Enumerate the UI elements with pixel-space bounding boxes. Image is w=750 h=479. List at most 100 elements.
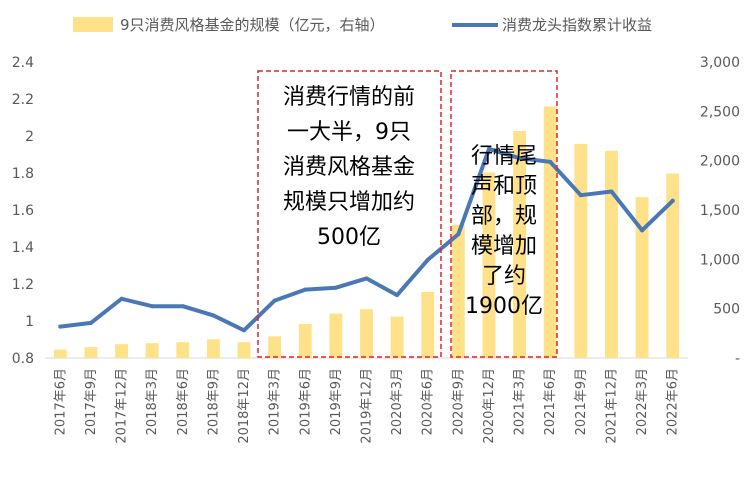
legend-bar-swatch: [73, 17, 113, 32]
x-axis-tick-label: 2021年12月: [604, 368, 619, 444]
bar: [360, 309, 373, 358]
line-point: [609, 189, 614, 194]
line-series: [58, 146, 675, 333]
x-axis-tick-label: 2021年6月: [543, 368, 558, 435]
bar: [115, 344, 128, 358]
x-axis-tick-label: 2020年6月: [421, 368, 436, 435]
annotation-text: 规模只增加约: [283, 190, 415, 215]
x-axis-tick-label: 2019年12月: [360, 368, 375, 444]
bar: [574, 143, 588, 358]
annotation-box: [257, 70, 442, 358]
left-axis-tick-label: 2: [25, 129, 34, 145]
left-axis-tick-label: 1.6: [12, 203, 34, 219]
line-point: [272, 298, 277, 303]
bar: [543, 106, 557, 359]
annotation-text: 部，规: [471, 204, 537, 229]
line-point: [242, 328, 247, 333]
annotation-text: 了约: [482, 264, 526, 289]
right-axis-tick-label: 500: [713, 302, 740, 318]
right-axis: - 500 1,000 1,500 2,000 2,500 3,000: [700, 55, 740, 367]
line-point: [425, 257, 430, 262]
line-point: [395, 293, 400, 298]
annotation-box: [450, 70, 558, 358]
line-point: [150, 304, 155, 309]
x-axis-tick-label: 2018年9月: [206, 368, 221, 435]
legend-bar-label: 9只消费风格基金的规模（亿元，右轴）: [120, 16, 385, 34]
left-axis-tick-label: 2.2: [12, 92, 34, 108]
bar: [482, 172, 496, 358]
legend: 9只消费风格基金的规模（亿元，右轴） 消费龙头指数累计收益: [73, 16, 652, 34]
bar: [176, 342, 190, 358]
bar: [635, 197, 649, 358]
right-axis-tick-label: 2,000: [700, 154, 740, 170]
line-point: [180, 304, 185, 309]
line-point: [88, 320, 93, 325]
annotation-text: 模增加: [471, 234, 537, 259]
x-axis-tick-label: 2018年6月: [176, 368, 191, 435]
annotation-text: 消费风格基金: [283, 155, 415, 180]
bar: [145, 343, 159, 358]
bar: [513, 131, 527, 358]
bar: [421, 291, 435, 358]
line-point: [517, 156, 522, 161]
x-axis-tick-label: 2017年9月: [84, 368, 99, 435]
left-axis-tick-label: 1.8: [12, 166, 34, 182]
line-point: [456, 232, 461, 237]
right-axis-tick-label: 1,000: [700, 252, 740, 268]
annotation-text: 500亿: [317, 225, 381, 250]
right-axis-tick-label: 2,500: [700, 104, 740, 120]
x-axis-tick-label: 2019年9月: [329, 368, 344, 435]
bar: [268, 336, 282, 358]
legend-line-label: 消费龙头指数累计收益: [502, 16, 652, 34]
x-axis-tick-label: 2022年3月: [635, 368, 650, 435]
x-axis-tick-label: 2018年12月: [237, 368, 252, 444]
line-point: [640, 228, 645, 233]
bar: [605, 150, 618, 358]
x-axis-tick-label: 2019年3月: [268, 368, 283, 435]
x-axis-tick-label: 2020年3月: [390, 368, 405, 435]
left-axis: 0.8 1 1.2 1.4 1.6 1.8 2 2.2 2.4: [12, 55, 34, 367]
annotation-text: 行情尾: [471, 144, 537, 169]
left-axis-tick-label: 1.2: [12, 277, 34, 293]
line-point: [364, 276, 369, 281]
bar: [390, 316, 404, 358]
bar: [237, 342, 251, 358]
x-axis-tick-label: 2020年12月: [482, 368, 497, 444]
line-point: [211, 313, 216, 318]
line-point: [119, 296, 124, 301]
annotation-text: 消费行情的前: [283, 85, 415, 110]
annotation-text: 1900亿: [465, 294, 543, 319]
x-axis-tick-label: 2017年6月: [53, 368, 68, 435]
bar-series: [53, 106, 680, 359]
left-axis-tick-label: 1.4: [12, 240, 34, 256]
left-axis-tick-label: 2.4: [12, 55, 34, 71]
bar: [666, 173, 680, 358]
bar: [84, 347, 98, 358]
bar: [53, 349, 67, 358]
line-point: [58, 324, 63, 329]
right-axis-tick-label: -: [735, 351, 740, 367]
x-axis-tick-label: 2022年6月: [666, 368, 681, 435]
bar: [451, 224, 465, 358]
x-axis-tick-label: 2020年9月: [451, 368, 466, 435]
bar: [298, 323, 312, 358]
line-point: [548, 159, 553, 164]
x-axis-tick-label: 2021年3月: [513, 368, 528, 435]
line-point: [333, 285, 338, 290]
x-axis-tick-label: 2019年6月: [298, 368, 313, 435]
bar: [206, 339, 220, 358]
x-axis: 2017年6月 2017年9月 2017年12月 2018年3月 2018年6月 2018…: [53, 368, 680, 444]
x-axis-tick-label: 2018年3月: [145, 368, 160, 435]
x-axis-tick-label: 2017年12月: [115, 368, 130, 444]
x-axis-tick-label: 2021年9月: [574, 368, 589, 435]
bar: [329, 313, 343, 358]
annotation-text: 声和顶: [471, 174, 537, 199]
line-point: [670, 198, 675, 203]
right-axis-tick-label: 1,500: [700, 203, 740, 219]
line-point: [578, 193, 583, 198]
right-axis-tick-label: 3,000: [700, 55, 740, 71]
left-axis-tick-label: 0.8: [12, 351, 34, 367]
annotation-text: 一大半，9只: [287, 120, 411, 145]
